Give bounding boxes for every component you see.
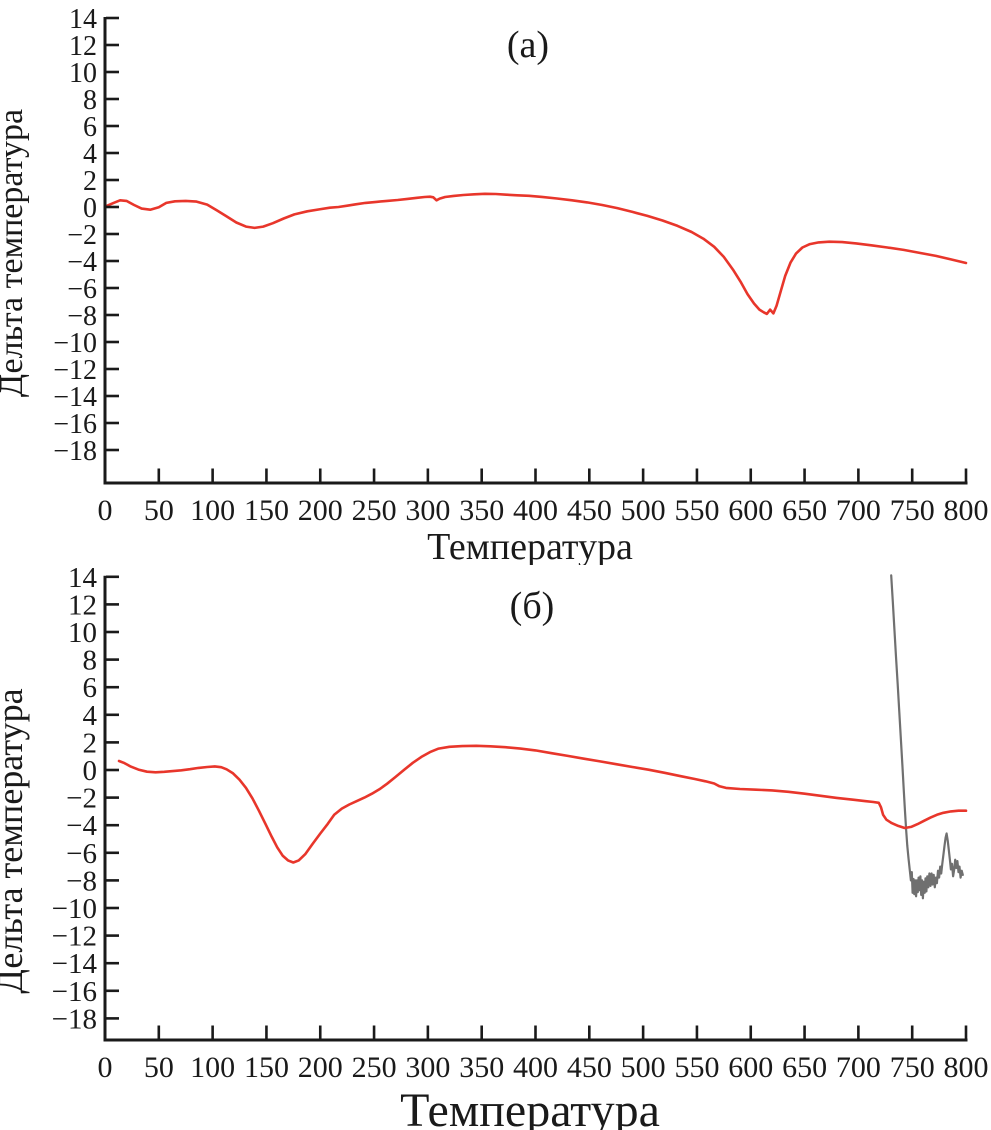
- chart-title: (а): [507, 24, 549, 66]
- y-tick-label: −2: [67, 220, 97, 251]
- y-tick-label: −10: [52, 893, 97, 925]
- y-tick-label: −14: [52, 948, 98, 980]
- y-tick-label: −12: [52, 921, 97, 953]
- y-tick-label: 10: [68, 617, 97, 649]
- x-tick-label: 300: [405, 494, 450, 527]
- y-tick-label: 14: [68, 565, 98, 594]
- y-tick-label: 12: [69, 31, 97, 62]
- x-tick-label: 0: [98, 494, 113, 527]
- y-tick-label: −8: [66, 865, 97, 897]
- x-tick-label: 550: [674, 494, 719, 527]
- x-tick-label: 100: [190, 494, 235, 527]
- x-tick-label: 600: [728, 494, 773, 527]
- chart-b: 14 12 10 8 6 4 2 0 −2 −4 −6 −8 −10 −12 −14 −16 −18 0 50 100…: [0, 565, 991, 1130]
- x-tick-label: 500: [621, 1051, 666, 1084]
- y-tick-label: −10: [53, 328, 97, 359]
- x-tick-label: 250: [352, 494, 397, 527]
- x-tick-label: 650: [782, 1051, 827, 1084]
- x-tick-label: 250: [352, 1051, 397, 1084]
- y-tick-label: 2: [83, 166, 97, 197]
- y-tick-label: 6: [83, 112, 97, 143]
- x-tick-label: 300: [405, 1051, 450, 1084]
- x-tick-label: 200: [298, 1051, 343, 1084]
- x-tick-label: 600: [728, 1051, 773, 1084]
- x-tick-label: 0: [98, 1051, 113, 1084]
- y-tick-label: 2: [83, 727, 98, 759]
- y-tick-label: 10: [69, 58, 97, 89]
- y-tick-label: 8: [83, 85, 97, 116]
- y-tick-label: −2: [66, 783, 97, 815]
- series-dta-curve-red-path: [105, 192, 968, 316]
- chart-title: (б): [510, 585, 555, 627]
- x-tick-label: 700: [836, 1051, 881, 1084]
- x-tick-label: 700: [836, 494, 881, 527]
- x-tick-label: 650: [782, 494, 827, 527]
- y-tick-label: −14: [53, 382, 97, 413]
- x-tick-label: 800: [944, 494, 989, 527]
- y-tick-label: −16: [52, 976, 97, 1008]
- x-tick-label: 150: [244, 1051, 289, 1084]
- chart-a: 14 12 10 8 6 4 2 0 −2 −4 −6 −8 −10 −12 −14 −16 −18 0 50 100…: [0, 4, 989, 565]
- y-tick-label: 4: [83, 700, 98, 732]
- y-tick-label: 6: [83, 672, 98, 704]
- x-tick-label: 50: [144, 494, 174, 527]
- y-tick-label: −18: [52, 1003, 97, 1035]
- y-tick-label: −12: [53, 355, 97, 386]
- series-dta-curve-red-path: [117, 744, 968, 864]
- x-tick-label: 800: [944, 1051, 989, 1084]
- x-tick-label: 450: [567, 494, 612, 527]
- x-tick-label: 200: [298, 494, 343, 527]
- y-tick-label: 0: [83, 755, 98, 787]
- x-axis-label: Температура: [427, 526, 633, 565]
- x-tick-label: 350: [459, 494, 504, 527]
- y-tick-label: −6: [66, 838, 97, 870]
- y-tick-label: 12: [68, 589, 97, 621]
- x-tick-label: 100: [190, 1051, 235, 1084]
- y-tick-label: 14: [69, 4, 97, 35]
- y-tick-label: −4: [66, 810, 97, 842]
- y-tick-label: −4: [67, 247, 97, 278]
- x-tick-label: 500: [621, 494, 666, 527]
- y-tick-label: 4: [83, 139, 97, 170]
- x-tick-label: 350: [459, 1051, 504, 1084]
- x-tick-label: 400: [513, 494, 558, 527]
- x-tick-label: 400: [513, 1051, 558, 1084]
- y-tick-label: −8: [67, 301, 97, 332]
- y-axis-label: Дельта температура: [0, 109, 30, 397]
- x-axis-label: Температура: [400, 1084, 660, 1130]
- series-noise-curve-gray-path: [890, 574, 964, 900]
- y-tick-label: 0: [83, 193, 97, 224]
- x-tick-label: 150: [244, 494, 289, 527]
- y-tick-label: 8: [83, 645, 98, 677]
- x-tick-label: 550: [674, 1051, 719, 1084]
- x-tick-label: 450: [567, 1051, 612, 1084]
- y-tick-label: −16: [53, 409, 97, 440]
- y-tick-label: −6: [67, 274, 97, 305]
- x-tick-label: 750: [890, 494, 935, 527]
- x-tick-label: 50: [144, 1051, 174, 1084]
- y-tick-label: −18: [53, 436, 97, 467]
- x-tick-label: 750: [890, 1051, 935, 1084]
- y-axis-label: Дельта температура: [0, 688, 30, 993]
